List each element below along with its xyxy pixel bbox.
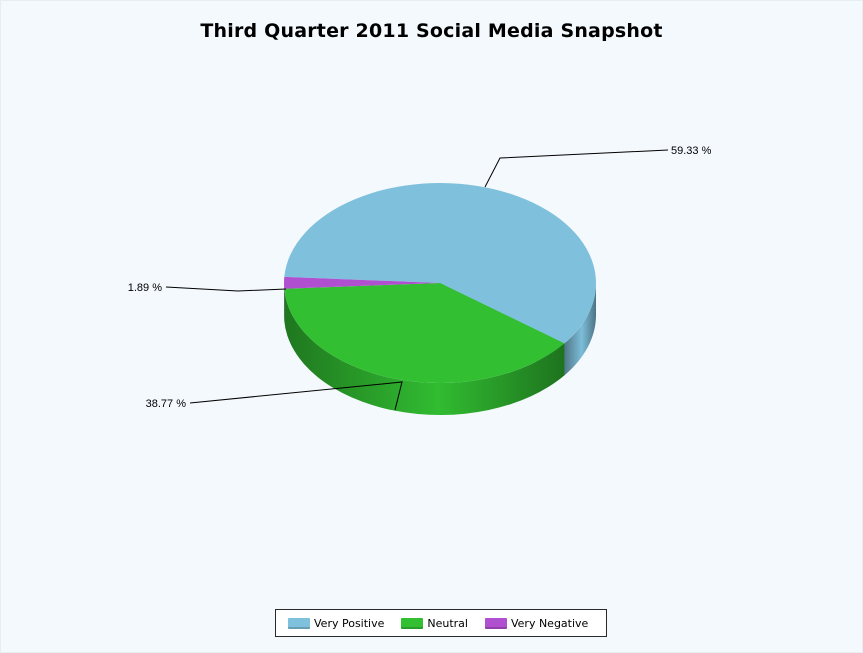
data-label-very-negative: 1.89 % (128, 282, 162, 294)
legend-item-very-positive: Very Positive (288, 617, 384, 630)
data-label-neutral: 38.77 % (146, 398, 187, 410)
pie-wall-neutral (284, 288, 565, 416)
pie-slice-neutral (284, 283, 565, 384)
legend-swatch-neutral (401, 617, 424, 629)
pie-slice-very-positive (284, 182, 596, 344)
legend-item-very-negative: Very Negative (484, 616, 589, 630)
leader-line-very-positive (484, 149, 669, 188)
legend: Very Positive Neutral Very Negative (275, 609, 607, 637)
legend-swatch-very-positive (288, 617, 310, 629)
legend-swatch-very-negative (484, 617, 507, 629)
chart-title: Third Quarter 2011 Social Media Snapshot (200, 20, 663, 42)
data-label-very-positive: 59.33 % (671, 145, 712, 157)
legend-label-very-negative: Very Negative (510, 616, 589, 630)
leader-line-very-negative (165, 286, 287, 292)
leader-line-neutral (189, 381, 403, 411)
legend-label-very-positive: Very Positive (314, 616, 385, 630)
pie-slice-very-negative (284, 276, 440, 289)
legend-label-neutral: Neutral (427, 616, 468, 630)
pie-wall-very-positive (564, 283, 596, 376)
legend-item-neutral: Neutral (401, 617, 468, 630)
